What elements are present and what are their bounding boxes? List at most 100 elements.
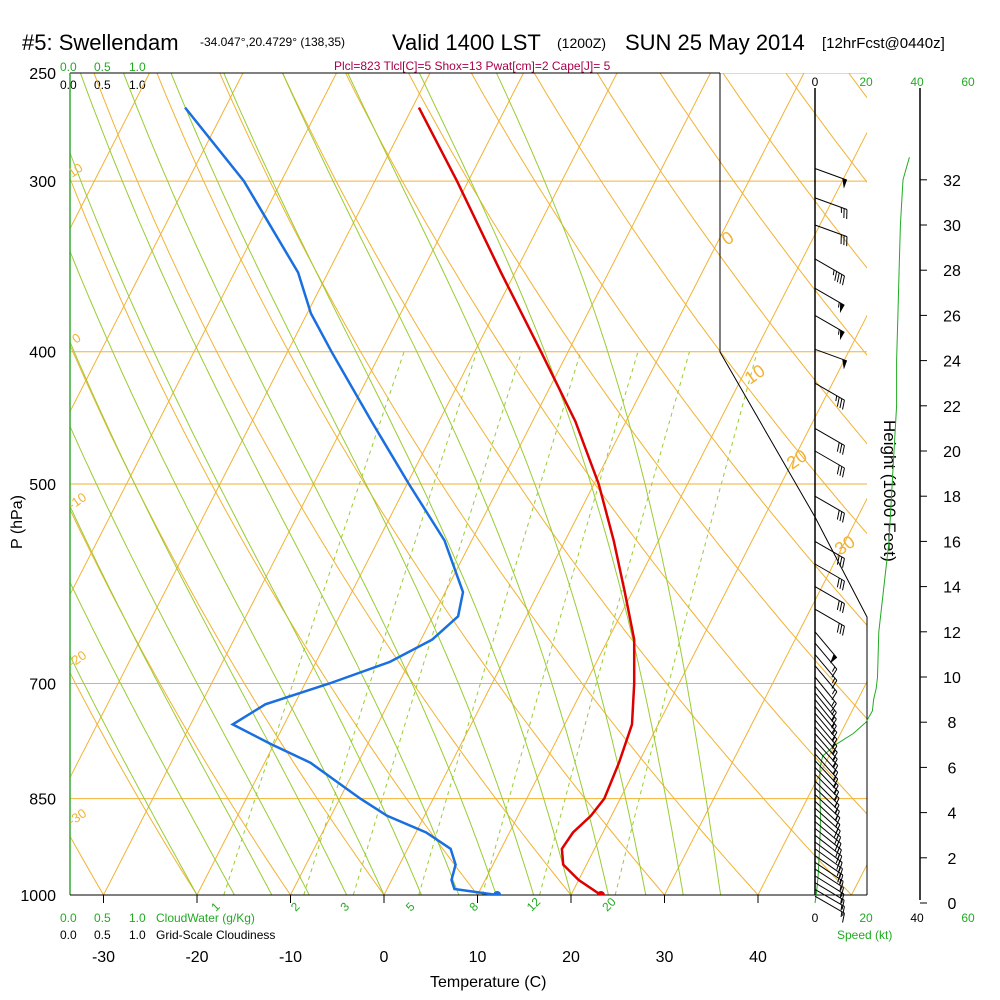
pressure-tick-label: 250 <box>29 66 56 83</box>
dry-adiabat-line <box>219 73 759 895</box>
dry-adiabat-line <box>70 343 385 895</box>
wind-barb-halffeather <box>839 892 842 898</box>
dry-adiabat-line <box>345 73 867 815</box>
height-tick-label: 12 <box>943 625 961 642</box>
moist-adiabat-line <box>79 73 460 895</box>
wind-barb-feather <box>830 725 837 735</box>
wind-barb <box>814 224 848 247</box>
wind-barb-feather <box>842 275 845 286</box>
wind-barb-feather <box>836 464 840 475</box>
temp-tick-label: 0 <box>380 949 389 966</box>
wind-barb <box>814 767 840 801</box>
wind-barb-feather <box>839 466 843 476</box>
isotherm-line <box>70 73 150 230</box>
wind-barb-feather <box>830 703 837 712</box>
wind-barb-halffeather <box>831 700 835 707</box>
isotherm-line <box>70 73 244 413</box>
speed-tick-label: 60 <box>961 75 975 89</box>
wind-barb <box>814 739 839 775</box>
wind-barb-feather <box>831 691 838 701</box>
dry-adiabat-line <box>470 73 867 627</box>
wind-barb-feather <box>833 785 839 795</box>
wind-barb-feather <box>839 398 843 409</box>
wind-barb <box>814 882 845 910</box>
wind-barb-staff <box>814 733 838 760</box>
height-tick-label: 20 <box>943 444 961 461</box>
height-tick-label: 18 <box>943 489 961 506</box>
wind-barb-feather <box>842 626 845 636</box>
valid-time: Valid 1400 LST <box>392 30 541 55</box>
wind-barb-halffeather <box>832 269 835 276</box>
speed-tick-label: 0 <box>812 911 819 925</box>
wind-barb <box>814 348 848 370</box>
wind-barb <box>814 699 837 735</box>
isotherm-line <box>70 73 431 779</box>
pressure-tick-label: 500 <box>29 477 56 494</box>
moist-adiabat-line <box>496 73 722 895</box>
temp-tick-label: -20 <box>185 949 208 966</box>
stability-indices: Plcl=823 Tlcl[C]=5 Shox=13 Pwat[cm]=2 Ca… <box>334 59 611 73</box>
height-tick-label: 4 <box>948 806 957 823</box>
wind-barb-staff <box>814 665 838 693</box>
height-tick-label: 26 <box>943 308 961 325</box>
dry-adiabat-line <box>156 73 665 895</box>
wind-barb-halffeather <box>831 736 836 742</box>
isotherm-line <box>70 73 337 596</box>
pressure-tick-label: 400 <box>29 345 56 362</box>
isotherm-line <box>290 73 711 895</box>
wind-barb-staff <box>814 726 838 753</box>
wind-barb <box>814 631 838 664</box>
moist-adiabat-line <box>70 504 273 895</box>
wind-barb <box>814 685 837 721</box>
isotherm-line <box>477 131 867 895</box>
wind-barb-feather <box>842 445 845 455</box>
wind-barb-halffeather <box>831 666 836 672</box>
dry-adiabat-line <box>659 73 867 356</box>
wind-barb-feather <box>842 558 845 568</box>
wind-barb-feather <box>842 603 845 613</box>
wind-barb <box>814 712 838 748</box>
wind-barb-feather <box>832 765 839 775</box>
pressure-tick-label: 700 <box>29 677 56 694</box>
mixing-ratio-line <box>303 351 478 895</box>
wind-barb-staff <box>814 767 839 793</box>
wind-barb <box>814 733 838 768</box>
moist-adiabat-line <box>70 425 310 895</box>
wind-barb-feather <box>840 881 844 891</box>
speed-tick-label: 40 <box>910 75 924 89</box>
height-tick-label: 16 <box>943 534 961 551</box>
wind-barb-pennant <box>839 329 845 341</box>
wind-barb-feather <box>834 271 838 281</box>
cloudwater-tick-top: 0.5 <box>94 60 111 74</box>
wind-barb-feather <box>839 601 843 612</box>
wind-barb-feather <box>832 758 838 768</box>
wind-barb-staff <box>814 753 839 780</box>
speed-tick-label: 20 <box>859 75 873 89</box>
x-axis-title: Temperature (C) <box>430 974 546 991</box>
pressure-tick-label: 850 <box>29 792 56 809</box>
wind-barb-staff <box>814 699 837 727</box>
mixing-ratio-line <box>352 351 523 895</box>
wind-barb-feather <box>836 510 840 520</box>
height-tick-label: 8 <box>948 715 957 732</box>
wind-barb <box>814 706 838 741</box>
wind-barb <box>814 895 845 923</box>
wind-barb-feather <box>836 577 840 588</box>
wind-barb <box>814 168 848 189</box>
wind-barb <box>814 726 838 761</box>
wind-barb-halffeather <box>831 677 836 684</box>
dry-adiabat-line <box>70 671 198 895</box>
wind-barb <box>814 287 845 314</box>
wind-barb <box>814 495 845 523</box>
temp-tick-label: 10 <box>469 949 487 966</box>
wind-barb-feather <box>836 600 840 610</box>
moist-adiabat-line <box>170 73 535 895</box>
wind-barb <box>814 665 838 701</box>
wind-barb <box>814 258 845 286</box>
wind-barb <box>814 563 845 591</box>
temp-tick-label: 40 <box>749 949 767 966</box>
wind-barb-halffeather <box>840 904 843 911</box>
wind-barb-feather <box>839 624 843 635</box>
wind-barb-feather <box>836 830 841 840</box>
cloudwater-label: CloudWater (g/Kg) <box>156 911 255 925</box>
